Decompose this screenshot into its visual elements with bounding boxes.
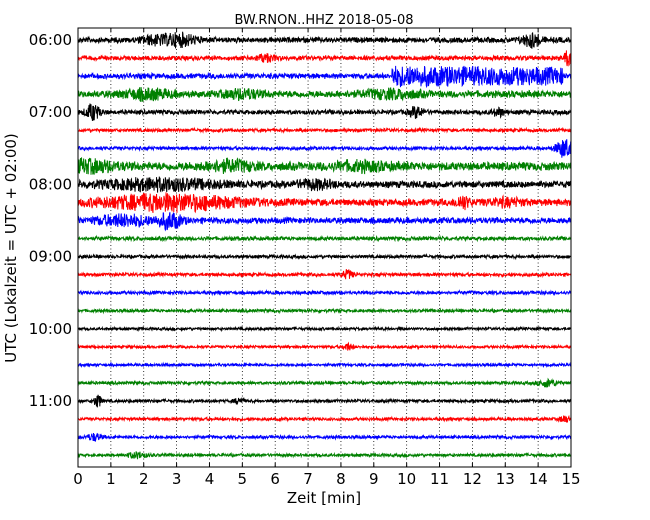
x-tick-label: 6	[270, 470, 280, 488]
seismogram-trace	[77, 341, 572, 351]
seismogram-trace	[77, 451, 572, 460]
seismogram-trace	[77, 139, 572, 158]
plot-frame	[77, 27, 572, 468]
x-tick-label: 12	[463, 470, 482, 488]
x-tick-label: 7	[303, 470, 313, 488]
x-tick-label: 11	[430, 470, 449, 488]
x-tick-label: 0	[73, 470, 83, 488]
x-tick-label: 5	[238, 470, 248, 488]
seismogram-trace	[77, 414, 572, 423]
y-tick-label: 10:00	[29, 320, 72, 338]
x-tick-label: 8	[336, 470, 346, 488]
seismogram-trace	[77, 176, 572, 193]
y-tick-label: 11:00	[29, 392, 72, 410]
x-axis-label: Zeit [min]	[287, 489, 361, 507]
seismogram-trace	[77, 50, 572, 67]
x-tick-label: 9	[369, 470, 379, 488]
x-tick-label: 2	[139, 470, 149, 488]
x-tick-label: 4	[205, 470, 215, 488]
seismogram-trace	[77, 252, 572, 261]
seismogram-trace	[77, 234, 572, 243]
chart-title: BW.RNON..HHZ 2018-05-08	[234, 13, 413, 28]
x-tick-label: 13	[496, 470, 515, 488]
seismogram-trace	[77, 307, 572, 315]
seismogram-trace	[77, 377, 572, 389]
seismogram-trace	[77, 289, 572, 297]
seismogram-trace	[77, 31, 572, 49]
x-tick-label: 15	[561, 470, 580, 488]
y-tick-label: 07:00	[29, 103, 72, 121]
y-tick-label: 08:00	[29, 175, 72, 193]
y-tick-label: 06:00	[29, 31, 72, 49]
y-axis-ticks: 06:00 07:00 08:00 09:00 10:00 11:00	[29, 31, 571, 410]
seismogram-trace	[77, 65, 572, 89]
seismogram-trace	[77, 269, 572, 280]
seismogram-trace	[77, 192, 572, 214]
x-tick-label: 1	[106, 470, 116, 488]
seismogram-trace	[77, 361, 572, 369]
seismogram-trace	[77, 103, 572, 121]
y-tick-label: 09:00	[29, 248, 72, 266]
seismogram-trace	[77, 212, 572, 232]
seismogram-trace	[77, 126, 572, 134]
seismogram-trace	[77, 432, 572, 442]
x-tick-label: 14	[529, 470, 548, 488]
y-axis-label: UTC (Lokalzeit = UTC + 02:00)	[2, 133, 20, 363]
seismogram-trace	[77, 157, 572, 175]
seismogram-trace	[77, 394, 572, 408]
x-tick-label: 10	[397, 470, 416, 488]
seismogram-trace	[77, 325, 572, 333]
seismogram-trace	[77, 87, 572, 102]
trace-lines	[77, 31, 572, 460]
x-tick-label: 3	[172, 470, 182, 488]
x-axis-ticks: 0 1 2 3 4 5 6 7 8 9 10 11 12 13 14 15	[73, 28, 581, 488]
